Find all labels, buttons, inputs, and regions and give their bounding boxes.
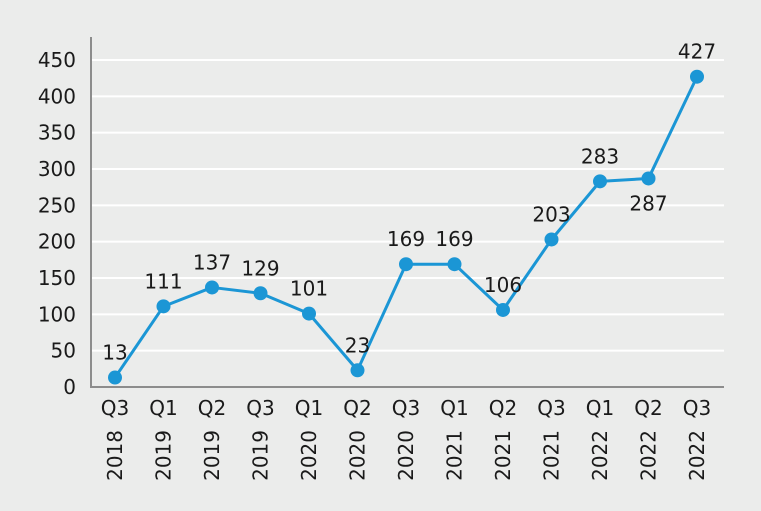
gridlines	[91, 59, 724, 352]
y-tick-label: 450	[38, 48, 76, 72]
data-label: 203	[532, 202, 570, 226]
data-point	[253, 286, 268, 301]
data-label: 111	[144, 269, 182, 293]
x-tick-quarter-label: Q3	[392, 396, 420, 420]
data-label: 129	[241, 256, 279, 280]
x-tick-quarter-label: Q2	[489, 396, 517, 420]
data-point	[690, 69, 704, 84]
axes	[90, 37, 724, 388]
data-point	[496, 302, 510, 317]
y-tick-label: 0	[63, 375, 76, 399]
x-tick-year-label: 2021	[491, 430, 515, 481]
y-tick-label: 250	[38, 193, 76, 217]
x-tick-quarter-label: Q1	[440, 396, 468, 420]
y-tick-label: 50	[51, 339, 76, 363]
data-label: 13	[102, 341, 127, 365]
data-label: 137	[193, 250, 231, 274]
x-tick-quarter-label: Q3	[683, 396, 711, 420]
data-label: 427	[678, 40, 716, 64]
x-tick-year-label: 2019	[200, 430, 224, 481]
x-tick-quarter-label: Q1	[295, 396, 323, 420]
data-label: 101	[290, 277, 328, 301]
data-point	[205, 280, 219, 295]
y-tick-label: 400	[38, 84, 76, 108]
data-label: 106	[484, 273, 522, 297]
data-label: 169	[435, 227, 473, 251]
data-point	[302, 306, 316, 321]
x-tick-year-label: 2021	[540, 430, 564, 481]
data-point	[350, 363, 365, 378]
x-tick-year-label: 2020	[394, 430, 418, 481]
data-point	[641, 171, 656, 186]
data-label: 23	[345, 333, 370, 357]
y-tick-label: 150	[38, 266, 76, 290]
x-tick-year-label: 2020	[297, 430, 321, 481]
x-tick-year-label: 2022	[685, 430, 709, 481]
y-tick-label: 350	[38, 121, 76, 145]
data-point	[544, 232, 559, 247]
y-tick-label: 300	[38, 157, 76, 181]
x-tick-year-label: 2018	[103, 430, 127, 481]
data-point	[399, 257, 413, 272]
y-tick-label: 100	[38, 302, 76, 326]
data-labels: 13 111 137 129 101 23 169 169 106 203 283 287 427	[102, 40, 716, 365]
x-tick-year-label: 2019	[249, 430, 273, 481]
x-tick-year-label: 2021	[443, 430, 467, 481]
x-tick-year-label: 2022	[637, 430, 661, 481]
x-tick-quarter-label: Q3	[101, 396, 129, 420]
data-point	[108, 370, 122, 385]
x-tick-quarter-label: Q3	[246, 396, 274, 420]
x-tick-quarter-label: Q1	[149, 396, 177, 420]
x-tick-quarter-label: Q2	[343, 396, 371, 420]
x-tick-quarter-label: Q2	[634, 396, 662, 420]
x-tick-year-label: 2022	[588, 430, 612, 481]
x-axis-tick-labels: Q3 2018 Q1 2019 Q2 2019 Q3 2019 Q1 2020 Q2 2020 Q3 20…	[101, 396, 711, 481]
data-label: 283	[581, 144, 619, 168]
data-label: 169	[387, 227, 425, 251]
x-tick-quarter-label: Q1	[586, 396, 614, 420]
data-label: 287	[629, 191, 667, 215]
y-tick-label: 200	[38, 230, 76, 254]
x-tick-quarter-label: Q3	[537, 396, 565, 420]
y-axis-tick-labels: 0 50 100 150 200 250 300 350 400 450	[38, 48, 76, 399]
x-tick-year-label: 2019	[152, 430, 176, 481]
x-tick-quarter-label: Q2	[198, 396, 226, 420]
data-point	[156, 299, 171, 314]
data-point	[447, 257, 462, 272]
data-points	[108, 69, 704, 385]
data-point	[593, 174, 607, 189]
x-tick-year-label: 2020	[346, 430, 370, 481]
